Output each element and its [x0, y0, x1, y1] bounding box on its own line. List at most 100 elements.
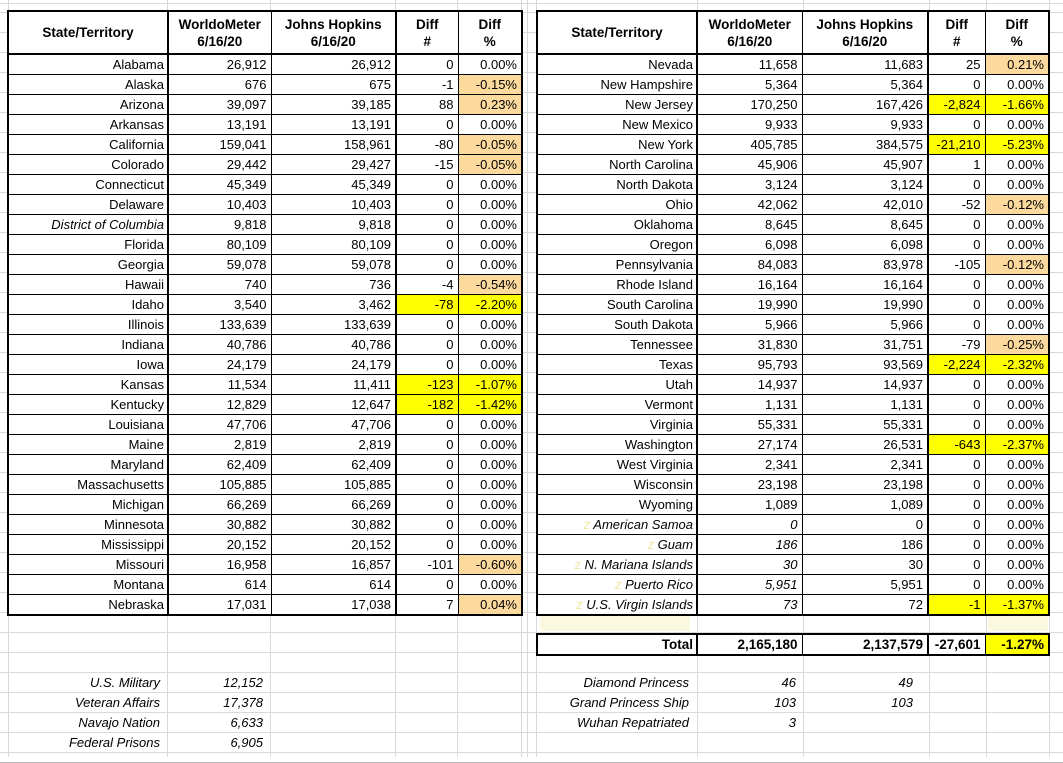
- johns-hopkins-cell[interactable]: 186: [801, 534, 929, 555]
- diff-percent-cell[interactable]: -0.25%: [984, 334, 1050, 355]
- diff-percent-cell[interactable]: 0.00%: [984, 314, 1050, 335]
- footnote-worldometer-value[interactable]: 6,633: [230, 715, 263, 730]
- diff-number-cell[interactable]: 0: [395, 53, 459, 75]
- johns-hopkins-cell[interactable]: 30,882: [270, 514, 397, 535]
- johns-hopkins-cell[interactable]: 72: [801, 594, 929, 616]
- diff-number-cell[interactable]: 0: [927, 294, 986, 315]
- state-cell[interactable]: New Jersey: [536, 94, 698, 115]
- total-worldometer-cell[interactable]: 2,165,180: [696, 633, 803, 656]
- worldometer-cell[interactable]: 614: [167, 574, 272, 595]
- state-cell[interactable]: Alabama: [7, 53, 169, 75]
- johns-hopkins-cell[interactable]: 31,751: [801, 334, 929, 355]
- diff-number-cell[interactable]: 0: [927, 234, 986, 255]
- diff-number-cell[interactable]: 0: [927, 174, 986, 195]
- diff-percent-cell[interactable]: 0.00%: [984, 274, 1050, 295]
- diff-percent-cell[interactable]: 0.00%: [984, 294, 1050, 315]
- worldometer-cell[interactable]: 45,906: [696, 154, 803, 175]
- worldometer-cell[interactable]: 73: [696, 594, 803, 616]
- footnote-johns-hopkins-value[interactable]: 49: [898, 675, 913, 690]
- johns-hopkins-cell[interactable]: 59,078: [270, 254, 397, 275]
- johns-hopkins-cell[interactable]: 19,990: [801, 294, 929, 315]
- johns-hopkins-cell[interactable]: 167,426: [801, 94, 929, 115]
- total-johns-hopkins-cell[interactable]: 2,137,579: [801, 633, 929, 656]
- state-cell[interactable]: z Guam: [536, 534, 698, 555]
- state-cell[interactable]: Connecticut: [7, 174, 169, 195]
- worldometer-cell[interactable]: 8,645: [696, 214, 803, 235]
- state-cell[interactable]: West Virginia: [536, 454, 698, 475]
- worldometer-cell[interactable]: 27,174: [696, 434, 803, 455]
- diff-percent-cell[interactable]: 0.00%: [984, 474, 1050, 495]
- footnote-label[interactable]: U.S. Military: [89, 675, 160, 690]
- diff-percent-cell[interactable]: 0.00%: [984, 174, 1050, 195]
- diff-number-cell[interactable]: 0: [395, 194, 459, 215]
- worldometer-cell[interactable]: 105,885: [167, 474, 272, 495]
- worldometer-cell[interactable]: 5,951: [696, 574, 803, 595]
- footnote-label[interactable]: Diamond Princess: [583, 675, 690, 690]
- diff-number-cell[interactable]: 1: [927, 154, 986, 175]
- diff-number-cell[interactable]: 0: [927, 74, 986, 95]
- diff-percent-cell[interactable]: 0.00%: [984, 214, 1050, 235]
- diff-number-cell[interactable]: -80: [395, 134, 459, 155]
- diff-percent-cell[interactable]: 0.00%: [457, 194, 523, 215]
- footnote-label[interactable]: Wuhan Repatriated: [576, 715, 689, 730]
- state-cell[interactable]: Nebraska: [7, 594, 169, 616]
- johns-hopkins-cell[interactable]: 20,152: [270, 534, 397, 555]
- johns-hopkins-cell[interactable]: 2,819: [270, 434, 397, 455]
- state-cell[interactable]: Wyoming: [536, 494, 698, 515]
- diff-percent-cell[interactable]: 0.00%: [457, 334, 523, 355]
- diff-percent-cell[interactable]: 0.00%: [984, 374, 1050, 395]
- worldometer-cell[interactable]: 9,818: [167, 214, 272, 235]
- diff-number-cell[interactable]: -101: [395, 554, 459, 575]
- diff-number-cell[interactable]: -4: [395, 274, 459, 295]
- diff-number-cell[interactable]: 0: [927, 514, 986, 535]
- worldometer-cell[interactable]: 95,793: [696, 354, 803, 375]
- diff-number-cell[interactable]: 0: [395, 474, 459, 495]
- worldometer-cell[interactable]: 17,031: [167, 594, 272, 616]
- state-cell[interactable]: Mississippi: [7, 534, 169, 555]
- diff-percent-cell[interactable]: -0.12%: [984, 254, 1050, 275]
- state-cell[interactable]: z U.S. Virgin Islands: [536, 594, 698, 616]
- worldometer-cell[interactable]: 62,409: [167, 454, 272, 475]
- column-header-state[interactable]: State/Territory: [7, 10, 169, 55]
- state-cell[interactable]: z Puerto Rico: [536, 574, 698, 595]
- diff-number-cell[interactable]: -1: [927, 594, 986, 616]
- state-cell[interactable]: South Dakota: [536, 314, 698, 335]
- worldometer-cell[interactable]: 5,966: [696, 314, 803, 335]
- johns-hopkins-cell[interactable]: 614: [270, 574, 397, 595]
- diff-percent-cell[interactable]: -2.37%: [984, 434, 1050, 455]
- footnote-worldometer-value[interactable]: 12,152: [223, 675, 263, 690]
- column-header-diff-number[interactable]: Diff #: [395, 10, 459, 55]
- johns-hopkins-cell[interactable]: 93,569: [801, 354, 929, 375]
- state-cell[interactable]: Nevada: [536, 53, 698, 75]
- diff-percent-cell[interactable]: 0.00%: [984, 114, 1050, 135]
- diff-number-cell[interactable]: -2,224: [927, 354, 986, 375]
- worldometer-cell[interactable]: 676: [167, 74, 272, 95]
- diff-percent-cell[interactable]: 0.00%: [984, 554, 1050, 575]
- worldometer-cell[interactable]: 1,089: [696, 494, 803, 515]
- state-cell[interactable]: Arkansas: [7, 114, 169, 135]
- diff-number-cell[interactable]: 0: [927, 374, 986, 395]
- johns-hopkins-cell[interactable]: 40,786: [270, 334, 397, 355]
- worldometer-cell[interactable]: 59,078: [167, 254, 272, 275]
- diff-number-cell[interactable]: -21,210: [927, 134, 986, 155]
- diff-percent-cell[interactable]: 0.00%: [984, 534, 1050, 555]
- column-header-diff-number[interactable]: Diff #: [927, 10, 986, 55]
- worldometer-cell[interactable]: 84,083: [696, 254, 803, 275]
- state-cell[interactable]: Michigan: [7, 494, 169, 515]
- total-diff-percent-cell[interactable]: -1.27%: [984, 633, 1050, 656]
- diff-number-cell[interactable]: 0: [395, 454, 459, 475]
- state-cell[interactable]: Illinois: [7, 314, 169, 335]
- diff-number-cell[interactable]: -105: [927, 254, 986, 275]
- worldometer-cell[interactable]: 133,639: [167, 314, 272, 335]
- worldometer-cell[interactable]: 6,098: [696, 234, 803, 255]
- diff-percent-cell[interactable]: 0.00%: [457, 254, 523, 275]
- worldometer-cell[interactable]: 23,198: [696, 474, 803, 495]
- column-header-state[interactable]: State/Territory: [536, 10, 698, 55]
- johns-hopkins-cell[interactable]: 39,185: [270, 94, 397, 115]
- diff-percent-cell[interactable]: 0.00%: [984, 514, 1050, 535]
- state-cell[interactable]: New Mexico: [536, 114, 698, 135]
- column-header-johns-hopkins[interactable]: Johns Hopkins 6/16/20: [801, 10, 929, 55]
- johns-hopkins-cell[interactable]: 26,531: [801, 434, 929, 455]
- worldometer-cell[interactable]: 16,164: [696, 274, 803, 295]
- worldometer-cell[interactable]: 30: [696, 554, 803, 575]
